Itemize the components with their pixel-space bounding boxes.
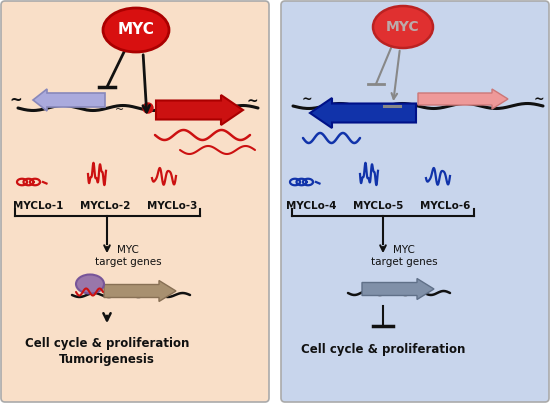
Text: ~: ~	[246, 95, 258, 109]
Ellipse shape	[76, 274, 104, 293]
Text: Cell cycle & proliferation: Cell cycle & proliferation	[25, 337, 189, 351]
Text: ~: ~	[10, 93, 23, 108]
Ellipse shape	[103, 8, 169, 52]
FancyArrow shape	[362, 278, 434, 299]
Text: Tumorigenesis: Tumorigenesis	[59, 353, 155, 366]
Ellipse shape	[373, 6, 433, 48]
Text: MYCLo-4: MYCLo-4	[286, 201, 336, 211]
FancyArrow shape	[310, 98, 416, 128]
Text: MYC: MYC	[118, 23, 155, 37]
Text: ~: ~	[534, 93, 544, 106]
Text: MYCLo-3: MYCLo-3	[147, 201, 197, 211]
FancyArrow shape	[156, 95, 243, 125]
Text: MYCLo-5: MYCLo-5	[353, 201, 403, 211]
FancyArrow shape	[418, 89, 508, 109]
FancyArrow shape	[104, 280, 176, 301]
Text: MYCLo-1: MYCLo-1	[13, 201, 63, 211]
Text: ~: ~	[302, 93, 312, 106]
FancyBboxPatch shape	[281, 1, 549, 402]
Text: Cell cycle & proliferation: Cell cycle & proliferation	[301, 343, 465, 357]
FancyArrow shape	[33, 89, 105, 111]
Text: MYC
target genes: MYC target genes	[371, 245, 437, 267]
Text: ~: ~	[116, 105, 125, 115]
Text: MYC: MYC	[386, 20, 420, 34]
Circle shape	[143, 103, 153, 113]
Text: MYCLo-2: MYCLo-2	[80, 201, 130, 211]
Text: MYC
target genes: MYC target genes	[95, 245, 161, 267]
Text: MYCLo-6: MYCLo-6	[420, 201, 470, 211]
FancyBboxPatch shape	[1, 1, 269, 402]
